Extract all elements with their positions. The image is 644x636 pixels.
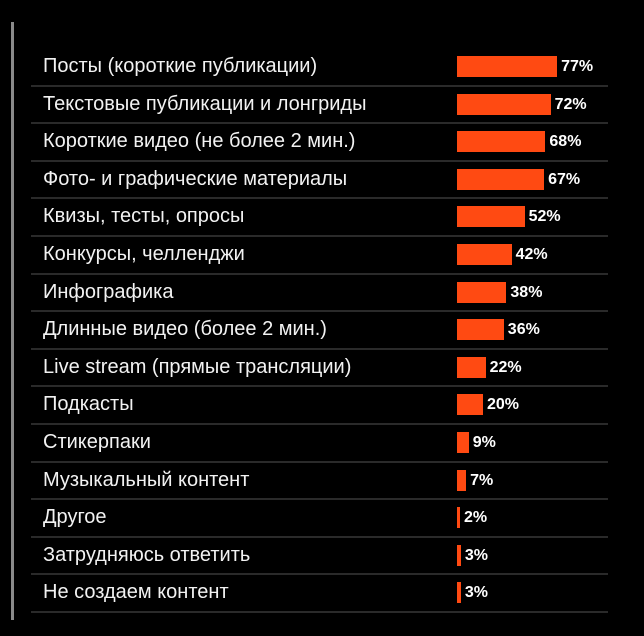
chart-row: Короткие видео (не более 2 мин.) 68% <box>31 124 608 162</box>
left-accent-rule <box>11 22 14 620</box>
category-label: Не создаем контент <box>43 581 229 604</box>
category-label: Live stream (прямые трансляции) <box>43 355 352 378</box>
category-label: Текстовые публикации и лонгриды <box>43 92 367 115</box>
value-label: 20% <box>487 396 520 414</box>
category-label: Затрудняюсь ответить <box>43 543 251 566</box>
bar <box>457 356 486 378</box>
value-label: 3% <box>464 584 489 602</box>
chart-row: Музыкальный контент 7% <box>31 463 608 501</box>
chart-row: Фото- и графические материалы 67% <box>31 162 608 200</box>
category-label: Конкурсы, челленджи <box>43 242 245 265</box>
bar <box>457 56 558 77</box>
value-label: 3% <box>464 546 489 564</box>
chart-row: Квизы, тесты, опросы 52% <box>31 199 608 237</box>
bar <box>457 319 504 341</box>
chart-row: Текстовые публикации и лонгриды 72% <box>31 87 608 125</box>
category-label: Фото- и графические материалы <box>43 167 348 190</box>
value-label: 77% <box>561 58 594 75</box>
bar <box>457 544 461 566</box>
bar <box>457 131 546 153</box>
chart-row: Стикерпаки 9% <box>31 425 608 463</box>
value-label: 2% <box>464 509 488 527</box>
category-label: Другое <box>43 506 107 529</box>
bar <box>457 281 507 303</box>
chart-row: Другое 2% <box>31 500 608 538</box>
category-label: Короткие видео (не более 2 мин.) <box>43 130 356 153</box>
category-label: Посты (короткие публикации) <box>43 55 318 77</box>
value-label: 67% <box>548 170 581 188</box>
category-label: Длинные видео (более 2 мин.) <box>43 318 327 341</box>
bar <box>457 243 512 265</box>
chart-row: Не создаем контент 3% <box>31 575 608 613</box>
bar <box>457 469 467 491</box>
chart-row: Инфографика 38% <box>31 275 608 313</box>
chart-row: Подкасты 20% <box>31 387 608 425</box>
category-label: Музыкальный контент <box>43 468 250 491</box>
bar <box>457 93 551 115</box>
value-label: 36% <box>507 321 540 339</box>
value-label: 22% <box>489 358 522 376</box>
bar <box>457 394 483 416</box>
category-label: Квизы, тесты, опросы <box>43 205 245 228</box>
value-label: 68% <box>549 133 582 151</box>
value-label: 38% <box>510 283 543 301</box>
bar <box>457 507 460 529</box>
chart-row: Live stream (прямые трансляции) 22% <box>31 350 608 388</box>
value-label: 7% <box>470 471 494 489</box>
chart-row: Посты (короткие публикации) 77% <box>31 49 608 87</box>
chart-row: Конкурсы, челленджи 42% <box>31 237 608 275</box>
bar <box>457 431 469 453</box>
chart-row: Длинные видео (более 2 мин.) 36% <box>31 312 608 350</box>
category-label: Стикерпаки <box>43 430 151 453</box>
value-label: 72% <box>554 95 587 113</box>
chart-row: Затрудняюсь ответить 3% <box>31 538 608 576</box>
value-label: 52% <box>528 208 561 226</box>
bar <box>457 206 525 228</box>
bar-chart: Посты (короткие публикации) 77% Текстовые … <box>31 49 608 613</box>
category-label: Инфографика <box>43 280 174 303</box>
value-label: 42% <box>515 245 548 263</box>
value-label: 9% <box>472 433 496 451</box>
category-label: Подкасты <box>43 393 134 416</box>
bar <box>457 582 461 604</box>
bar <box>457 168 545 190</box>
